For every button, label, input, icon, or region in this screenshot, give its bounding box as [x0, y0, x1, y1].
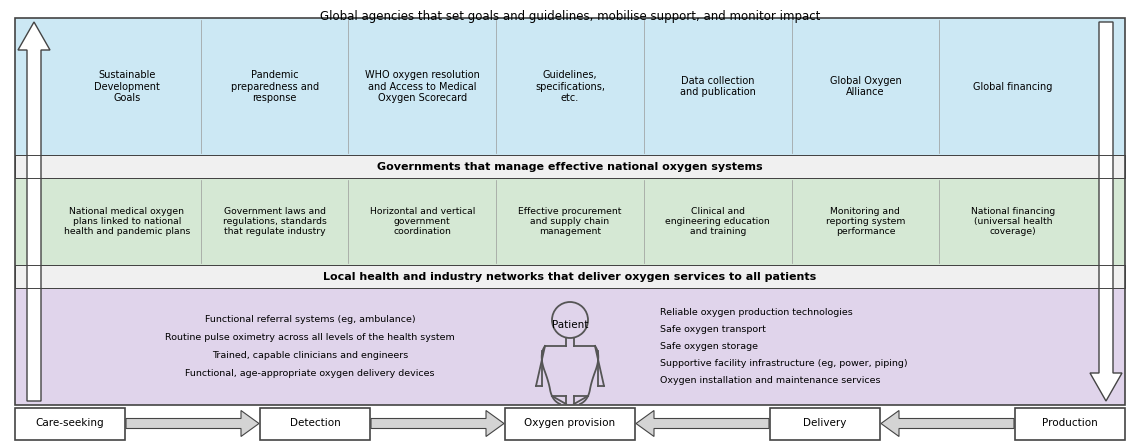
Bar	[15, 408, 125, 439]
Text: Global agencies that set goals and guidelines, mobilise support, and monitor imp: Global agencies that set goals and guide…	[320, 10, 820, 23]
Text: Oxygen installation and maintenance services: Oxygen installation and maintenance serv…	[660, 376, 880, 385]
Bar	[505, 408, 635, 439]
Text: Oxygen provision: Oxygen provision	[524, 419, 616, 428]
Text: Delivery: Delivery	[804, 419, 847, 428]
Text: Safe oxygen transport: Safe oxygen transport	[660, 325, 766, 334]
Bar	[1015, 408, 1125, 439]
Text: Detection: Detection	[290, 419, 341, 428]
Text: Sustainable
Development
Goals: Sustainable Development Goals	[93, 70, 160, 103]
Text: Pandemic
preparedness and
response: Pandemic preparedness and response	[230, 70, 319, 103]
Text: Governments that manage effective national oxygen systems: Governments that manage effective nation…	[377, 161, 763, 171]
Text: Government laws and
regulations, standards
that regulate industry: Government laws and regulations, standar…	[222, 206, 326, 236]
Text: Effective procurement
and supply chain
management: Effective procurement and supply chain m…	[519, 206, 621, 236]
Text: National financing
(universal health
coverage): National financing (universal health cov…	[971, 206, 1056, 236]
Text: WHO oxygen resolution
and Access to Medical
Oxygen Scorecard: WHO oxygen resolution and Access to Medi…	[365, 70, 480, 103]
Bar	[260, 408, 370, 439]
Bar	[770, 408, 880, 439]
Text: Monitoring and
reporting system
performance: Monitoring and reporting system performa…	[825, 206, 905, 236]
Text: Functional referral systems (eg, ambulance): Functional referral systems (eg, ambulan…	[205, 315, 415, 324]
Text: National medical oxygen
plans linked to national
health and pandemic plans: National medical oxygen plans linked to …	[64, 206, 190, 236]
Bar	[15, 178, 1125, 265]
Polygon shape	[127, 411, 259, 437]
Text: Supportive facility infrastructure (eg, power, piping): Supportive facility infrastructure (eg, …	[660, 359, 907, 368]
Bar	[15, 265, 1125, 288]
Text: Routine pulse oximetry across all levels of the health system: Routine pulse oximetry across all levels…	[165, 333, 455, 342]
Text: Trained, capable clinicians and engineers: Trained, capable clinicians and engineer…	[212, 351, 408, 360]
Text: Patient: Patient	[552, 320, 588, 330]
Bar	[15, 288, 1125, 405]
Polygon shape	[370, 411, 504, 437]
Text: Guidelines,
specifications,
etc.: Guidelines, specifications, etc.	[535, 70, 605, 103]
Text: Production: Production	[1042, 419, 1098, 428]
Text: Horizontal and vertical
government
coordination: Horizontal and vertical government coord…	[369, 206, 475, 236]
Text: Data collection
and publication: Data collection and publication	[679, 76, 756, 97]
Polygon shape	[1090, 22, 1122, 401]
Bar	[15, 155, 1125, 178]
Text: Global Oxygen
Alliance: Global Oxygen Alliance	[830, 76, 902, 97]
Text: Reliable oxygen production technologies: Reliable oxygen production technologies	[660, 308, 853, 317]
Text: Global financing: Global financing	[974, 81, 1053, 91]
Bar	[15, 18, 1125, 405]
Bar	[15, 18, 1125, 155]
Text: Clinical and
engineering education
and training: Clinical and engineering education and t…	[666, 206, 771, 236]
Text: Functional, age-appropriate oxygen delivery devices: Functional, age-appropriate oxygen deliv…	[185, 369, 434, 378]
Polygon shape	[636, 411, 770, 437]
Text: Local health and industry networks that deliver oxygen services to all patients: Local health and industry networks that …	[324, 271, 816, 282]
Polygon shape	[18, 22, 50, 401]
Polygon shape	[881, 411, 1013, 437]
Text: Care-seeking: Care-seeking	[35, 419, 105, 428]
Text: Safe oxygen storage: Safe oxygen storage	[660, 342, 758, 351]
